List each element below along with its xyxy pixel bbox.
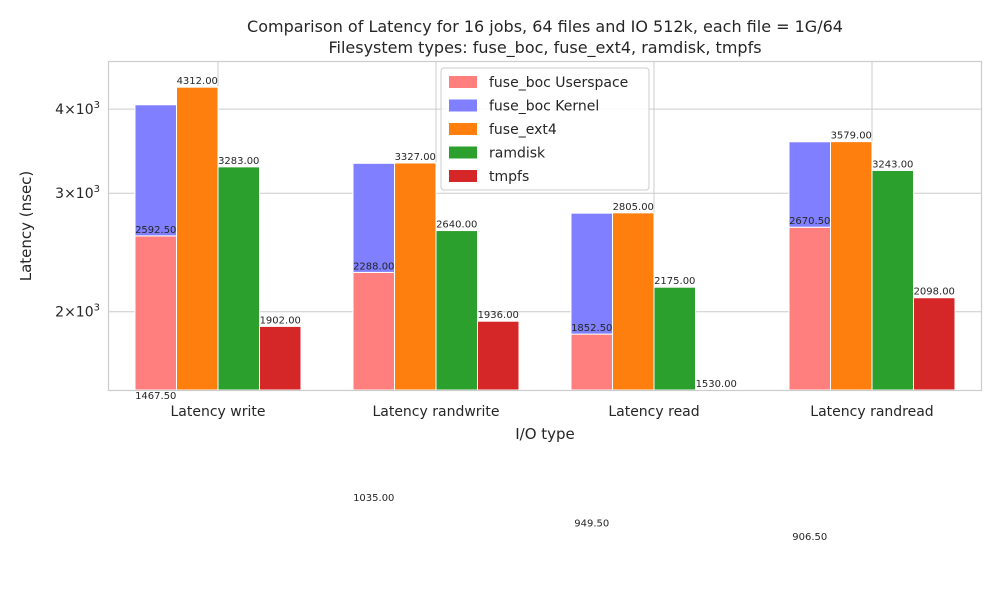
legend-swatch [449, 76, 477, 88]
bar-fuse-boc-kernel [352, 162, 395, 273]
bar-fuse-boc-userspace [352, 271, 395, 391]
value-label: 2640.00 [436, 220, 477, 231]
value-label: 1852.50 [571, 323, 612, 334]
legend-entry: fuse_boc Userspace [489, 75, 628, 91]
legend-box [440, 67, 650, 191]
value-label: 906.50 [792, 532, 827, 543]
value-label: 1936.00 [478, 310, 519, 321]
x-axis-label: I/O type [515, 425, 575, 443]
y-tick-label: 4×103 [55, 100, 100, 118]
value-label: 3579.00 [831, 131, 872, 142]
legend-swatch [449, 123, 477, 135]
bar-ramdisk [217, 166, 260, 391]
legend-swatch [449, 170, 477, 182]
x-tick-label: Latency write [171, 404, 266, 420]
value-label: 2288.00 [353, 261, 394, 272]
bar-tmpfs [259, 325, 302, 391]
y-tick-label: 2×103 [55, 303, 100, 321]
legend-swatch [449, 99, 477, 112]
value-label: 2805.00 [613, 202, 654, 213]
value-label: 3327.00 [395, 152, 436, 163]
x-tick-label: Latency randread [810, 404, 933, 420]
value-label: 2592.50 [135, 225, 176, 236]
x-tick-label: Latency randwrite [372, 404, 499, 420]
legend-entry: ramdisk [489, 146, 546, 162]
legend-entry: fuse_boc Kernel [489, 99, 599, 115]
value-label: 1902.00 [260, 315, 301, 326]
bar-fuse-ext4 [176, 86, 219, 391]
bar-tmpfs [477, 320, 520, 391]
bar-tmpfs [913, 297, 956, 391]
chart-title-line2: Filesystem types: fuse_boc, fuse_ext4, r… [328, 38, 761, 58]
bar-fuse-boc-kernel [134, 104, 177, 237]
plot-frame [107, 60, 983, 392]
value-label: 2670.50 [789, 216, 830, 227]
value-label: 4312.00 [177, 76, 218, 87]
value-labels: 2592.50 1467.50 4312.00 3283.00 1902.00 2288.… [135, 76, 955, 543]
bar-fuse-ext4 [612, 212, 655, 391]
legend: fuse_boc Userspace fuse_boc Kernel fuse_ex… [440, 67, 650, 191]
axis-ticks: Latency write Latency randwrite Latency re… [55, 100, 934, 420]
x-tick-label: Latency read [608, 404, 699, 420]
bar-ramdisk [653, 286, 696, 391]
value-label: 3243.00 [872, 159, 913, 170]
value-label: 2175.00 [654, 276, 695, 287]
value-label: 949.50 [574, 518, 609, 529]
bar-fuse-boc-kernel [788, 141, 831, 228]
bar-ramdisk [435, 230, 478, 391]
legend-swatch [449, 146, 477, 159]
value-label: 1035.00 [353, 493, 394, 504]
bar-fuse-boc-userspace [134, 235, 177, 391]
y-axis-label: Latency (nsec) [17, 171, 35, 282]
bar-fuse-boc-userspace [570, 333, 613, 391]
bars [134, 86, 956, 391]
legend-entry: tmpfs [489, 169, 529, 185]
value-label: 3283.00 [218, 156, 259, 167]
bar-fuse-boc-userspace [788, 226, 831, 391]
value-label: 2098.00 [914, 287, 955, 298]
value-label: 1530.00 [696, 379, 737, 390]
bar-fuse-ext4 [830, 141, 873, 391]
bar-fuse-boc-kernel [570, 212, 613, 335]
bar-fuse-ext4 [394, 162, 437, 391]
y-tick-label: 3×103 [55, 184, 100, 202]
bar-ramdisk [871, 169, 914, 391]
legend-entry: fuse_ext4 [489, 122, 557, 138]
chart-title-line1: Comparison of Latency for 16 jobs, 64 fi… [247, 17, 843, 36]
value-label: 1467.50 [135, 391, 176, 402]
